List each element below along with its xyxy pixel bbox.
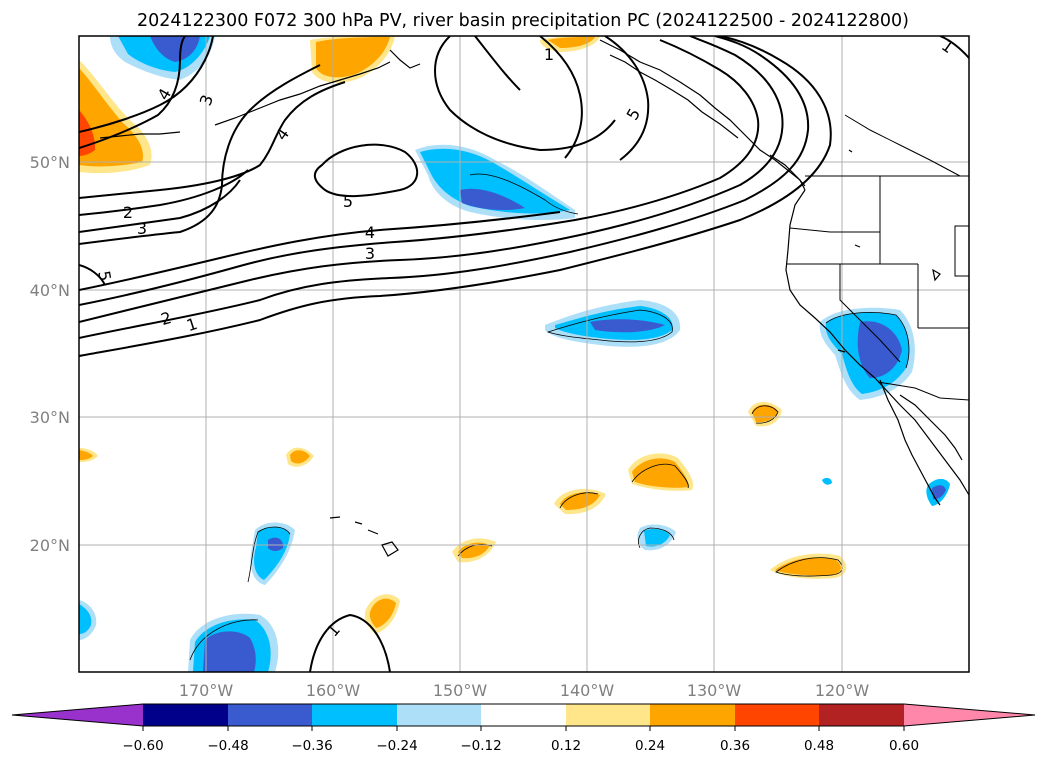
colorbar-tick-label: 0.24 [635, 738, 665, 754]
colorbar-tick-label: 0.36 [720, 738, 750, 754]
lon-label: 160°W [306, 681, 361, 700]
borders [786, 114, 969, 401]
precip-outlines [189, 173, 910, 661]
colorbar-segment [566, 704, 650, 726]
lat-label: 20°N [30, 536, 70, 555]
colorbar-segment [735, 704, 819, 726]
colorbar-segment [312, 704, 397, 726]
colorbar-tick-label: −0.36 [291, 738, 332, 754]
colorbar-segment [12, 704, 143, 726]
colorbar-tick-label: −0.60 [122, 738, 163, 754]
contour-label: 4 [365, 223, 375, 242]
negative-precip-areas [79, 36, 950, 672]
contour-label: 5 [343, 192, 353, 211]
colorbar-tick-label: 0.60 [889, 738, 919, 754]
latitude-labels: 50°N 40°N 30°N 20°N [30, 153, 70, 555]
contour-label: 3 [137, 219, 147, 238]
lon-label: 170°W [179, 681, 234, 700]
colorbar-segment [481, 704, 566, 726]
colorbar-tick-label: −0.12 [460, 738, 501, 754]
lon-label: 120°W [815, 681, 870, 700]
longitude-labels: 170°W 160°W 150°W 140°W 130°W 120°W [179, 681, 870, 700]
lon-label: 140°W [560, 681, 615, 700]
colorbar-tick-labels: −0.60 −0.48 −0.36 −0.24 −0.12 0.12 0.24 … [122, 738, 919, 754]
colorbar-segment [650, 704, 735, 726]
lat-label: 50°N [30, 153, 70, 172]
colorbar-segment [143, 704, 228, 726]
colorbar: −0.60 −0.48 −0.36 −0.24 −0.12 0.12 0.24 … [11, 703, 1036, 754]
contour-label: 1 [544, 45, 554, 64]
contour-label: 2 [123, 203, 133, 222]
pv-contours [79, 36, 969, 672]
colorbar-ticks [142, 726, 905, 731]
contour-label: 3 [365, 244, 375, 263]
map-area: 1 2 3 4 5 4 3 2 1 5 4 3 5 1 1 [79, 36, 969, 672]
colorbar-tick-label: −0.24 [376, 738, 417, 754]
lat-label: 40°N [30, 281, 70, 300]
lon-label: 150°W [433, 681, 488, 700]
colorbar-segment [397, 704, 481, 726]
colorbar-tick-label: −0.48 [207, 738, 248, 754]
colorbar-segment [819, 704, 904, 726]
colorbar-tick-label: 0.12 [551, 738, 581, 754]
colorbar-tick-label: 0.48 [804, 738, 834, 754]
figure-title: 2024122300 F072 300 hPa PV, river basin … [137, 11, 909, 31]
contour-label: 2 [159, 308, 174, 329]
map-border [78, 35, 970, 673]
lon-label: 130°W [687, 681, 742, 700]
colorbar-segment [228, 704, 312, 726]
colorbar-segment [904, 704, 1035, 726]
contour-label: 5 [94, 269, 114, 282]
lat-label: 30°N [30, 408, 70, 427]
